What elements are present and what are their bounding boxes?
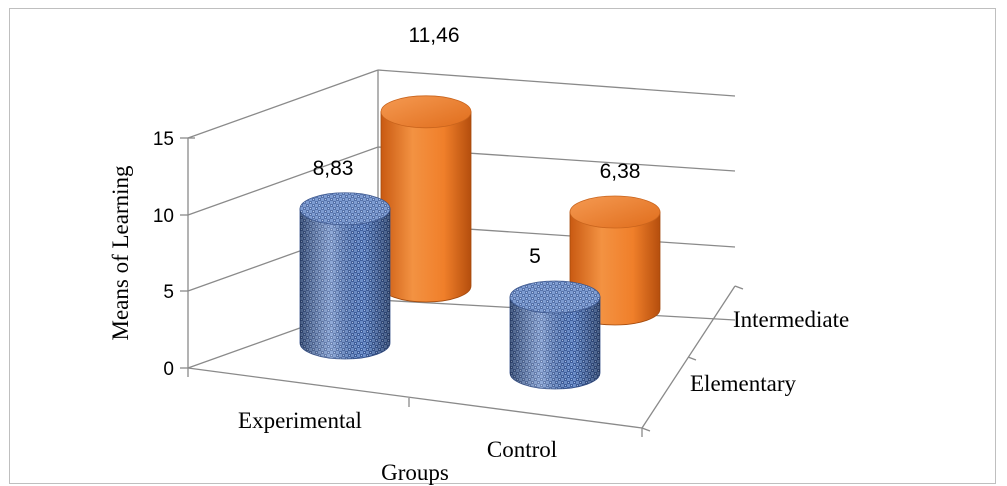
bar-experimental-elementary (299, 192, 391, 360)
y-tick-label: 15 (153, 129, 174, 150)
bar-control-elementary (509, 280, 601, 390)
x-category-label: Control (487, 437, 557, 462)
data-label: 8,83 (313, 157, 354, 180)
y-axis-title: Means of Learning (108, 165, 133, 340)
chart-frame (9, 8, 996, 484)
data-label: 5 (529, 245, 541, 268)
data-label: 11,46 (409, 24, 460, 47)
x-axis-title: Groups (381, 460, 449, 485)
depth-label-elementary: Elementary (690, 371, 797, 396)
y-tick-label: 5 (163, 282, 174, 303)
bar-experimental-intermediate (380, 95, 472, 303)
y-tick-label: 0 (163, 359, 174, 380)
y-tick-label: 10 (153, 206, 174, 227)
x-category-label: Experimental (238, 408, 362, 433)
data-label: 6,38 (600, 160, 641, 183)
depth-label-intermediate: Intermediate (733, 307, 849, 332)
